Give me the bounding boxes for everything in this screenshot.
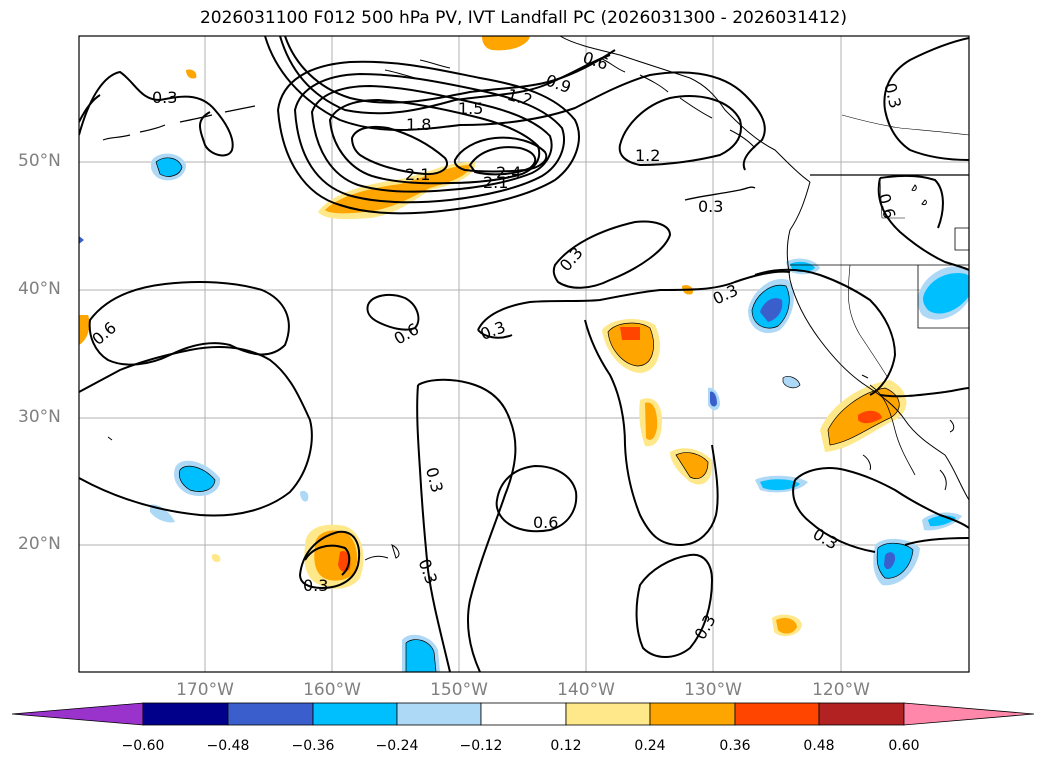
label-1.5: 1.5	[458, 99, 483, 118]
contour-0.3-north	[79, 70, 234, 157]
colorbar-extend-high	[903, 702, 1035, 726]
contour-1.2-east	[618, 95, 742, 167]
negative-anomaly-shading	[79, 153, 969, 672]
lon-label-120w: 120°W	[812, 680, 870, 700]
cb-tick-9: 0.60	[888, 738, 920, 754]
label-0.6-d: 0.6	[533, 513, 558, 532]
cb-tick-5: 0.12	[550, 738, 582, 754]
cb-tick-0: −0.60	[121, 738, 165, 754]
contour-0.6-ne	[877, 177, 969, 271]
coastlines	[102, 36, 969, 561]
colorbar	[11, 702, 1035, 726]
map-background	[79, 36, 969, 672]
cb-tick-8: 0.48	[803, 738, 835, 754]
contour-1.8	[328, 98, 541, 185]
contour-0.3-center	[552, 220, 672, 289]
lat-label-20: 20°N	[18, 534, 61, 554]
label-1.2-b: 1.2	[635, 146, 660, 165]
contour-0.6-jet	[264, 36, 766, 171]
contour-0.6-west	[88, 281, 290, 366]
map-title: 2026031100 F012 500 hPa PV, IVT Landfall…	[199, 8, 847, 28]
cb-tick-6: 0.24	[634, 738, 666, 754]
label-0.3-h: 0.3	[303, 576, 328, 595]
cb-tick-4: −0.12	[459, 738, 503, 754]
pv-contours	[79, 36, 969, 672]
label-2.1-b: 2.1	[483, 173, 508, 192]
lon-label-170w: 170°W	[176, 680, 234, 700]
contour-2.1	[350, 125, 448, 176]
lat-label-30: 30°N	[18, 407, 61, 427]
anomaly-top-center	[482, 36, 530, 51]
lat-label-50: 50°N	[18, 151, 61, 171]
lon-label-130w: 130°W	[684, 680, 742, 700]
lon-label-150w: 150°W	[430, 680, 488, 700]
label-2.1: 2.1	[405, 165, 430, 184]
map-frame	[78, 35, 970, 673]
contour-0.6-ring	[495, 464, 578, 533]
anomaly-west-edge	[79, 315, 90, 345]
contour-0.3-loop	[584, 319, 719, 547]
contour-0.3-main	[477, 270, 791, 331]
colorbar-extend-low	[11, 702, 144, 726]
contour-0.6-small	[366, 293, 420, 331]
contour-0.3-east	[794, 467, 969, 529]
label-2.4: 2.4	[496, 163, 521, 182]
shading-outlines	[155, 157, 914, 672]
label-0.3: 0.3	[152, 88, 177, 107]
positive-anomaly-shading	[79, 36, 907, 637]
label-1.8: 1.8	[406, 115, 431, 134]
contour-1.2	[284, 36, 616, 104]
label-0.3-b: 0.3	[698, 197, 723, 216]
lat-label-40: 40°N	[18, 279, 61, 299]
gridlines	[79, 36, 969, 672]
contour-0.3-ne	[883, 37, 969, 111]
cb-tick-2: −0.36	[291, 738, 335, 754]
lon-label-160w: 160°W	[303, 680, 361, 700]
contour-2.4	[453, 136, 548, 173]
contour-0.3-ca	[754, 268, 897, 396]
contour-0.3-hawaii	[298, 530, 360, 590]
lon-label-140w: 140°W	[557, 680, 615, 700]
cb-tick-7: 0.36	[719, 738, 751, 754]
contour-0.3-south	[635, 553, 714, 658]
cb-tick-1: −0.48	[206, 738, 250, 754]
contour-1.5-ring	[276, 60, 580, 215]
cb-tick-3: −0.24	[375, 738, 419, 754]
